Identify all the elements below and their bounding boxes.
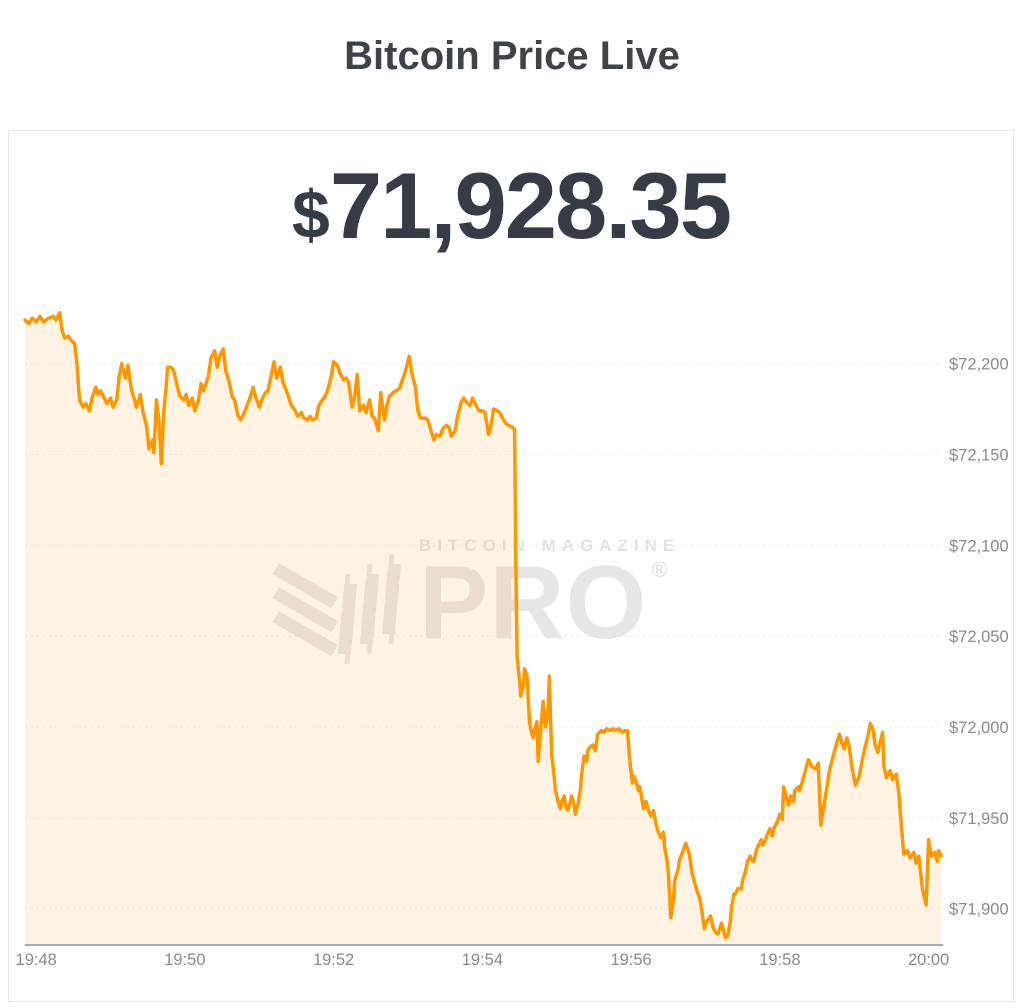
current-price: $71,928.35 [9,159,1013,253]
price-value: 71,928.35 [329,153,732,258]
y-axis-tick-label: $71,900 [949,901,1009,919]
x-axis-tick-label: 19:52 [313,951,354,969]
y-axis-tick-label: $72,100 [949,537,1009,555]
y-axis-tick-label: $72,150 [949,446,1009,464]
x-axis-tick-label: 19:50 [164,951,205,969]
y-axis-tick-label: $72,000 [949,719,1009,737]
x-axis-tick-label: 19:56 [610,951,651,969]
y-axis-tick-label: $72,050 [949,628,1009,646]
y-axis-tick-label: $71,950 [949,810,1009,828]
currency-symbol: $ [291,177,330,253]
x-axis-tick-label: 19:58 [759,951,800,969]
price-line [23,310,943,940]
price-chart[interactable]: $71,900 $71,950 $72,000 $72,050 $72,100 $72,1… [9,131,1013,1001]
x-axis-tick-label: 19:48 [16,951,57,969]
x-axis-tick-label: 19:54 [462,951,503,969]
x-axis-tick-label: 20:00 [908,951,949,969]
price-chart-card: $71,928.35 BITCOIN MAGAZINE PRO ® [8,130,1014,1002]
price-area-fill [25,312,941,945]
page-title: Bitcoin Price Live [344,34,680,78]
y-axis-tick-label: $72,200 [949,356,1009,374]
